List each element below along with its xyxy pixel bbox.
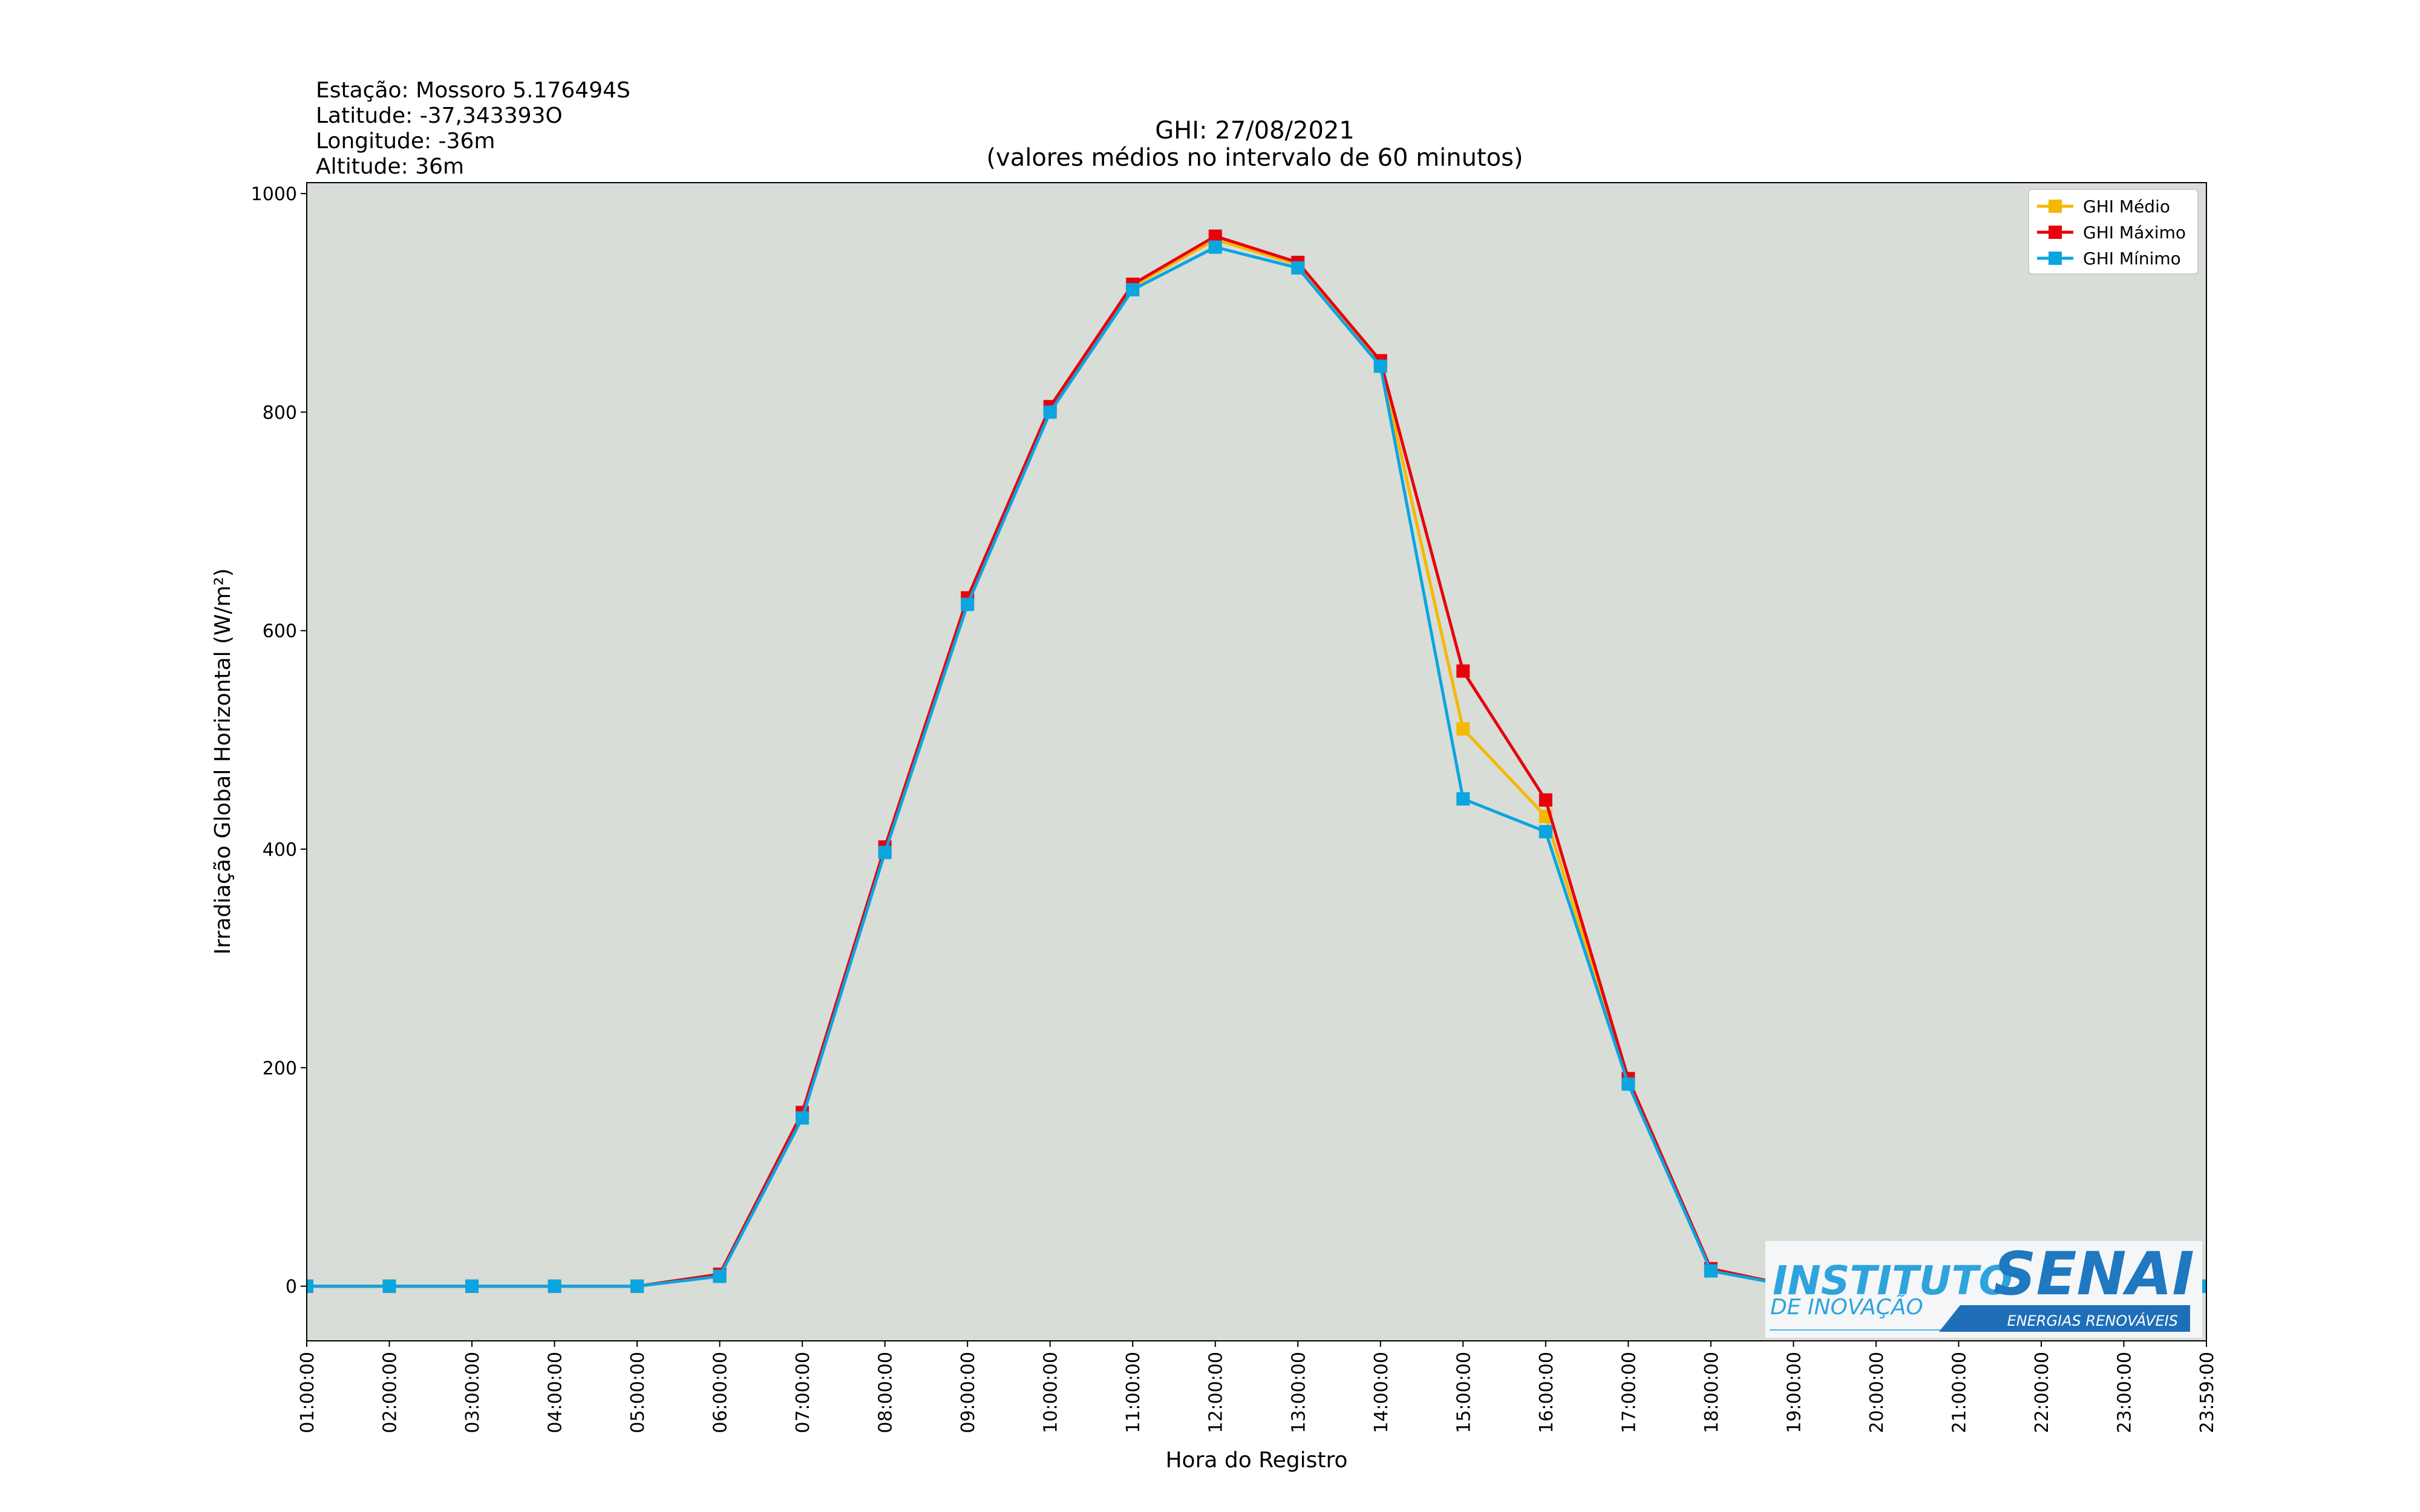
x-tick-label: 17:00:00 <box>1618 1352 1640 1433</box>
legend-label: GHI Médio <box>2083 197 2170 217</box>
x-tick-label: 02:00:00 <box>380 1352 401 1433</box>
data-point <box>382 1279 396 1293</box>
logo-text: DE INOVAÇÃO <box>1770 1294 1923 1320</box>
x-tick-label: 10:00:00 <box>1041 1352 1062 1433</box>
logo-text: SENAI <box>1993 1240 2194 1309</box>
data-point <box>1373 359 1387 373</box>
data-point <box>878 846 892 859</box>
logo-text: INSTITUTO <box>1773 1257 2013 1304</box>
data-point <box>1456 722 1470 736</box>
x-tick-label: 07:00:00 <box>793 1352 814 1433</box>
logo-bar <box>1939 1305 2190 1332</box>
data-point <box>465 1279 479 1293</box>
plot-frame <box>306 182 2207 1341</box>
plot-background <box>307 183 2206 1341</box>
data-point <box>548 1279 561 1293</box>
data-point <box>1208 229 1222 243</box>
legend: GHI Médio GHI Máximo GHI Mínimo <box>2028 189 2199 275</box>
x-tick-label: 08:00:00 <box>875 1352 897 1433</box>
data-point <box>1291 261 1305 275</box>
chart-title: GHI: 27/08/2021 <box>1155 117 1355 145</box>
data-point <box>1621 1077 1635 1091</box>
legend-marker <box>2049 200 2062 213</box>
x-tick-label: 13:00:00 <box>1288 1352 1309 1433</box>
senai-logo: INSTITUTO SENAI DE INOVAÇÃO ENERGIAS REN… <box>1765 1240 2202 1338</box>
y-tick-label: 200 <box>263 1058 297 1079</box>
y-tick-label: 0 <box>286 1277 297 1298</box>
legend-marker <box>2049 226 2062 239</box>
x-tick-label: 06:00:00 <box>710 1352 731 1433</box>
data-point <box>1456 664 1470 678</box>
chart-subtitle: (valores médios no intervalo de 60 minut… <box>986 144 1523 172</box>
axis-layer: 0 200 400 600 800 1000 01:00:00 02:00:00 03:00:0… <box>251 184 2218 1433</box>
data-point <box>1126 283 1140 297</box>
legend-label: GHI Máximo <box>2083 223 2186 243</box>
x-axis-label: Hora do Registro <box>1165 1448 1347 1473</box>
y-tick-label: 800 <box>263 402 297 423</box>
data-point <box>630 1279 644 1293</box>
x-tick-label: 09:00:00 <box>958 1352 979 1433</box>
x-tick-label: 16:00:00 <box>1536 1352 1557 1433</box>
data-point <box>1539 793 1552 807</box>
station-info-line: Estação: Mossoro 5.176494S <box>316 78 630 103</box>
x-tick-label: 03:00:00 <box>462 1352 483 1433</box>
station-info-line: Longitude: -36m <box>316 129 495 154</box>
x-tick-label: 12:00:00 <box>1206 1352 1227 1433</box>
x-tick-label: 23:00:00 <box>2114 1352 2135 1433</box>
data-point <box>1208 240 1222 254</box>
x-tick-label: 05:00:00 <box>627 1352 649 1433</box>
x-tick-label: 20:00:00 <box>1866 1352 1888 1433</box>
y-tick-label: 1000 <box>251 184 297 205</box>
data-point <box>1456 792 1470 806</box>
data-point <box>1043 405 1057 419</box>
logo-text: ENERGIAS RENOVÁVEIS <box>2007 1312 2178 1329</box>
x-tick-label: 18:00:00 <box>1701 1352 1722 1433</box>
data-point <box>1539 825 1552 839</box>
data-point <box>796 1111 809 1125</box>
data-point <box>961 598 975 611</box>
y-tick-label: 400 <box>263 839 297 861</box>
y-axis-label: Irradiação Global Horizontal (W/m²) <box>211 569 235 955</box>
x-tick-label: 23:59:00 <box>2197 1352 2218 1433</box>
data-point <box>713 1269 727 1283</box>
x-tick-label: 14:00:00 <box>1371 1352 1392 1433</box>
legend-marker <box>2049 252 2062 265</box>
legend-label: GHI Mínimo <box>2083 249 2181 269</box>
data-point <box>307 1279 313 1293</box>
x-tick-label: 01:00:00 <box>297 1352 318 1433</box>
station-info-line: Latitude: -37,343393O <box>316 103 563 128</box>
legend-box <box>2028 189 2199 275</box>
data-point <box>2200 1279 2206 1293</box>
x-tick-label: 04:00:00 <box>545 1352 566 1433</box>
x-tick-label: 22:00:00 <box>2032 1352 2053 1433</box>
station-info: Estação: Mossoro 5.176494S Latitude: -37… <box>316 78 630 179</box>
station-info-line: Altitude: 36m <box>316 154 464 179</box>
x-tick-label: 21:00:00 <box>1949 1352 1970 1433</box>
x-tick-label: 11:00:00 <box>1123 1352 1144 1433</box>
x-tick-label: 19:00:00 <box>1784 1352 1805 1433</box>
x-tick-label: 15:00:00 <box>1453 1352 1474 1433</box>
y-tick-label: 600 <box>263 621 297 642</box>
data-point <box>1704 1264 1718 1278</box>
